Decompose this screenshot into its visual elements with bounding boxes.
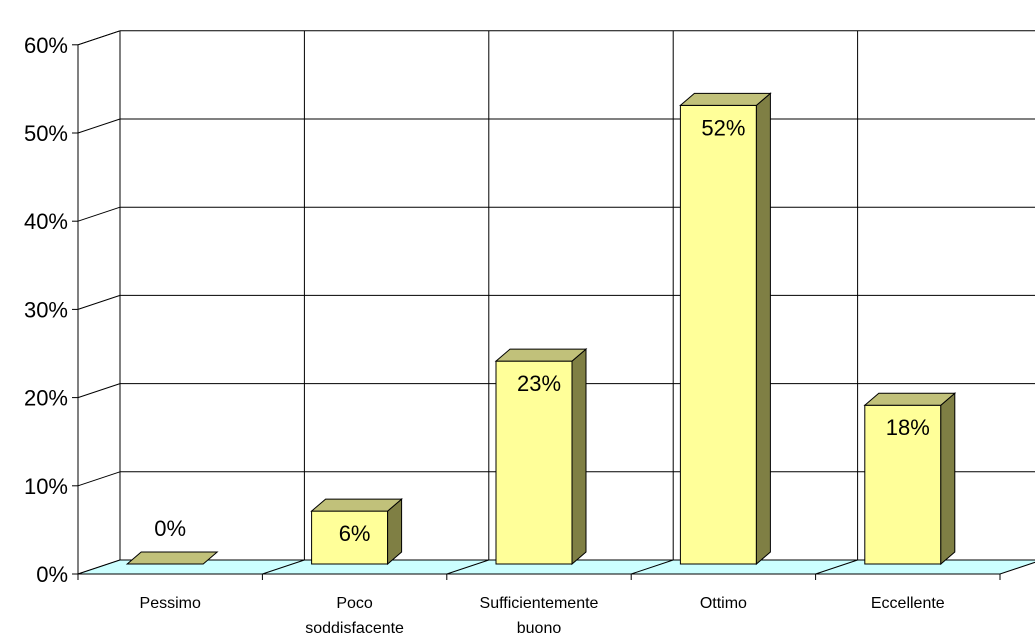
y-tick-label: 40%	[24, 209, 68, 234]
bar-side	[755, 92, 771, 566]
y-tick-label: 20%	[24, 386, 68, 411]
top-side-edge	[77, 30, 121, 46]
bar-top	[494, 348, 588, 362]
gridline-side	[77, 383, 121, 399]
data-label: 18%	[886, 415, 930, 440]
bar-1: 0%	[125, 516, 219, 565]
x-category-label-line: soddisfacente	[305, 620, 404, 637]
bar-front	[311, 510, 389, 565]
x-category-label: Sufficientemente buono	[480, 595, 599, 637]
gridline-side	[77, 206, 121, 222]
data-label: 6%	[339, 521, 371, 546]
y-axis-ticks: 0% 10% 20% 30% 40% 50% 60%	[24, 33, 78, 587]
bar-front	[679, 104, 757, 565]
x-category-label-line: Poco	[336, 595, 373, 612]
data-label: 0%	[154, 516, 186, 541]
x-category-label-line: Sufficientemente	[480, 595, 599, 612]
bar-side	[940, 392, 956, 566]
bar-top	[310, 498, 403, 512]
floor-divider	[631, 559, 674, 575]
data-label: 52%	[701, 115, 745, 140]
bar-2: 6%	[310, 497, 403, 566]
x-category-label: Pessimo	[140, 595, 201, 612]
y-tick-label: 0%	[36, 562, 68, 587]
bars: 0% 6% 23% 52% 18%	[125, 92, 957, 566]
x-category-label: Poco soddisfacente	[305, 595, 404, 637]
y-tick-label: 30%	[24, 297, 68, 322]
bar-side	[571, 348, 587, 566]
x-category-label-line: Eccellente	[871, 595, 945, 612]
gridline-side	[77, 471, 121, 487]
y-tick-label: 60%	[24, 33, 68, 58]
bar-5: 18%	[863, 392, 957, 566]
x-category-label-line: buono	[517, 620, 562, 637]
data-label: 23%	[517, 371, 561, 396]
x-axis-labels: Pessimo Poco soddisfacente Sufficientemente…	[77, 574, 1001, 637]
x-category-label: Eccellente	[871, 595, 945, 612]
bar-top	[863, 392, 957, 406]
x-category-label-line: Pessimo	[140, 595, 201, 612]
x-category-label: Ottimo	[700, 595, 747, 612]
y-tick-label: 50%	[24, 121, 68, 146]
floor-divider	[262, 559, 305, 575]
floor-divider	[446, 559, 489, 575]
floor-divider	[815, 559, 858, 575]
bar-front	[864, 404, 942, 565]
bar-top	[125, 551, 219, 565]
bar-top	[679, 92, 772, 106]
x-category-label-line: Ottimo	[700, 595, 747, 612]
gridline-side	[77, 294, 121, 310]
bar-4: 52%	[679, 92, 772, 566]
bar-front	[495, 360, 573, 565]
bar-3: 23%	[494, 348, 588, 566]
y-tick-label: 10%	[24, 474, 68, 499]
gridline-side	[77, 118, 121, 134]
